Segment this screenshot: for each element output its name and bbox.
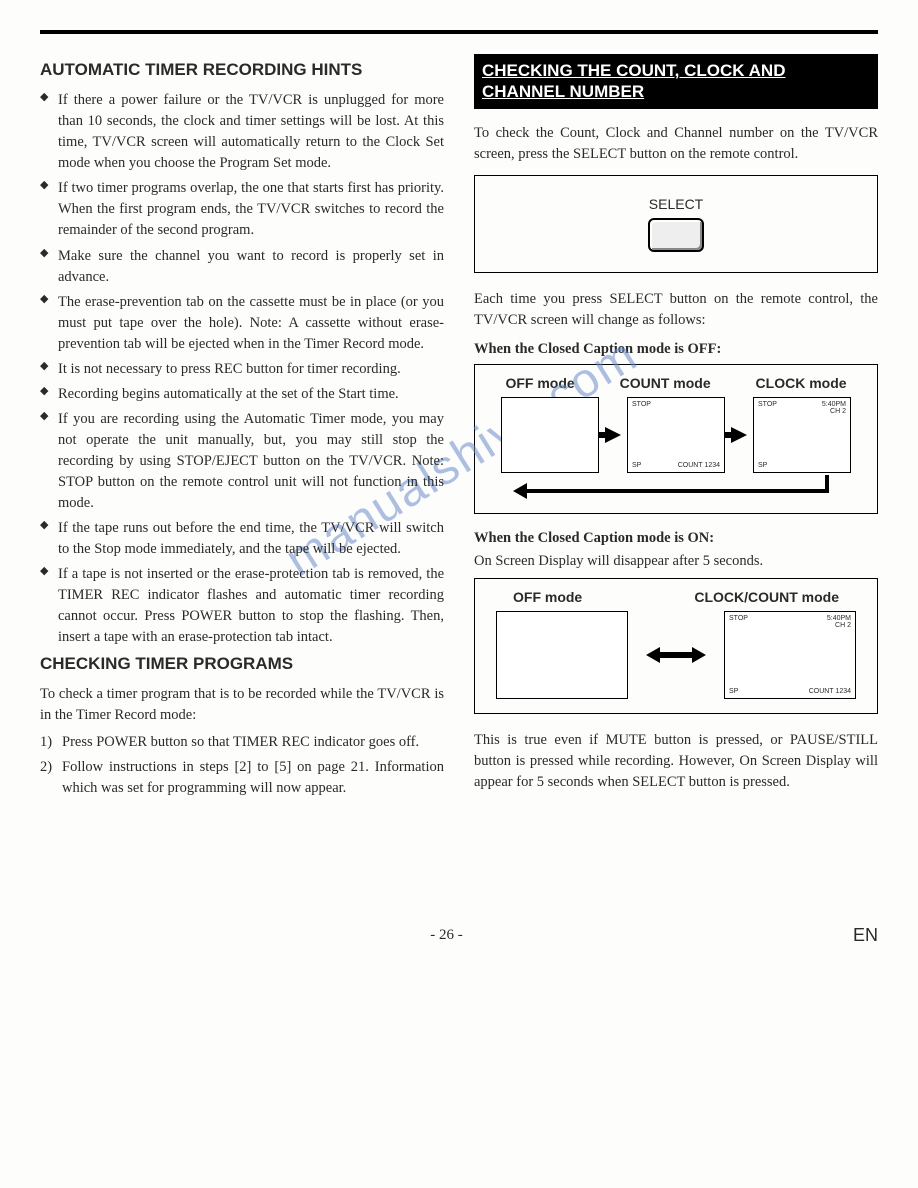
arrow-right-icon	[731, 427, 747, 443]
screen-text: STOP	[758, 401, 777, 408]
mode-label: CLOCK mode	[756, 375, 847, 391]
cc-off-subhead: When the Closed Caption mode is OFF:	[474, 341, 878, 358]
diagram-cc-off: OFF mode COUNT mode CLOCK mode STOP SP C…	[474, 364, 878, 514]
arrow-right-icon	[605, 427, 621, 443]
mode-label: OFF mode	[513, 589, 582, 605]
cc-on-subhead: When the Closed Caption mode is ON:	[474, 530, 878, 547]
hint-item: It is not necessary to press REC button …	[40, 359, 444, 380]
mode-label: OFF mode	[505, 375, 574, 391]
page-number: - 26 -	[40, 927, 853, 944]
page-footer: - 26 - EN	[40, 925, 878, 946]
right-column: CHECKING THE COUNT, CLOCK AND CHANNEL NU…	[474, 54, 878, 805]
hint-item: If a tape is not inserted or the erase-p…	[40, 564, 444, 648]
screen-clock-count: STOP 5:40PM CH 2 SP COUNT 1234	[724, 611, 856, 699]
loop-arrow-icon	[483, 481, 869, 499]
left-column: AUTOMATIC TIMER RECORDING HINTS If there…	[40, 54, 444, 805]
screen-text: COUNT 1234	[809, 688, 851, 695]
intro-para: To check the Count, Clock and Channel nu…	[474, 123, 878, 165]
check-steps: Press POWER button so that TIMER REC ind…	[40, 732, 444, 799]
select-cycle-para: Each time you press SELECT button on the…	[474, 289, 878, 331]
hint-item: If the tape runs out before the end time…	[40, 518, 444, 560]
hint-item: If there a power failure or the TV/VCR i…	[40, 90, 444, 174]
screen-text: STOP	[729, 615, 748, 622]
hint-item: Make sure the channel you want to record…	[40, 246, 444, 288]
top-rule	[40, 30, 878, 34]
select-button-icon	[648, 218, 704, 252]
select-button-figure: SELECT	[474, 175, 878, 273]
hint-item: If two timer programs overlap, the one t…	[40, 178, 444, 241]
step-item: Press POWER button so that TIMER REC ind…	[40, 732, 444, 753]
mode-label: COUNT mode	[620, 375, 711, 391]
mode-labels: OFF mode COUNT mode CLOCK mode	[483, 375, 869, 391]
screen-text: SP	[632, 462, 641, 469]
screen-off	[501, 397, 599, 473]
screens-row: STOP SP COUNT 1234 STOP 5:40PM CH 2 SP	[483, 397, 869, 473]
heading-checking-programs: CHECKING TIMER PROGRAMS	[40, 654, 444, 674]
hint-item: If you are recording using the Automatic…	[40, 409, 444, 514]
screen-text: 5:40PM CH 2	[827, 615, 851, 630]
mode-labels: OFF mode CLOCK/COUNT mode	[483, 589, 869, 605]
screen-text: SP	[758, 462, 767, 469]
screen-clock: STOP 5:40PM CH 2 SP	[753, 397, 851, 473]
osd-disappear-para: On Screen Display will disappear after 5…	[474, 551, 878, 572]
check-program-intro: To check a timer program that is to be r…	[40, 684, 444, 726]
diagram-cc-on: OFF mode CLOCK/COUNT mode STOP 5:40PM CH…	[474, 578, 878, 714]
select-label: SELECT	[485, 196, 867, 212]
mode-label: CLOCK/COUNT mode	[694, 589, 839, 605]
step-item: Follow instructions in steps [2] to [5] …	[40, 757, 444, 799]
screen-off	[496, 611, 628, 699]
hint-item: Recording begins automatically at the se…	[40, 384, 444, 405]
lang-code: EN	[853, 925, 878, 946]
bi-arrow-icon	[646, 647, 706, 663]
closing-para: This is true even if MUTE button is pres…	[474, 730, 878, 793]
screen-text: COUNT 1234	[678, 462, 720, 469]
screen-text: STOP	[632, 401, 651, 408]
hint-item: The erase-prevention tab on the cassette…	[40, 292, 444, 355]
screens-row: STOP 5:40PM CH 2 SP COUNT 1234	[483, 611, 869, 699]
two-column-layout: AUTOMATIC TIMER RECORDING HINTS If there…	[40, 54, 878, 805]
heading-auto-timer: AUTOMATIC TIMER RECORDING HINTS	[40, 60, 444, 80]
screen-text: 5:40PM CH 2	[822, 401, 846, 416]
screen-count: STOP SP COUNT 1234	[627, 397, 725, 473]
hints-list: If there a power failure or the TV/VCR i…	[40, 90, 444, 647]
heading-checking-count: CHECKING THE COUNT, CLOCK AND CHANNEL NU…	[474, 54, 878, 109]
screen-text: SP	[729, 688, 738, 695]
